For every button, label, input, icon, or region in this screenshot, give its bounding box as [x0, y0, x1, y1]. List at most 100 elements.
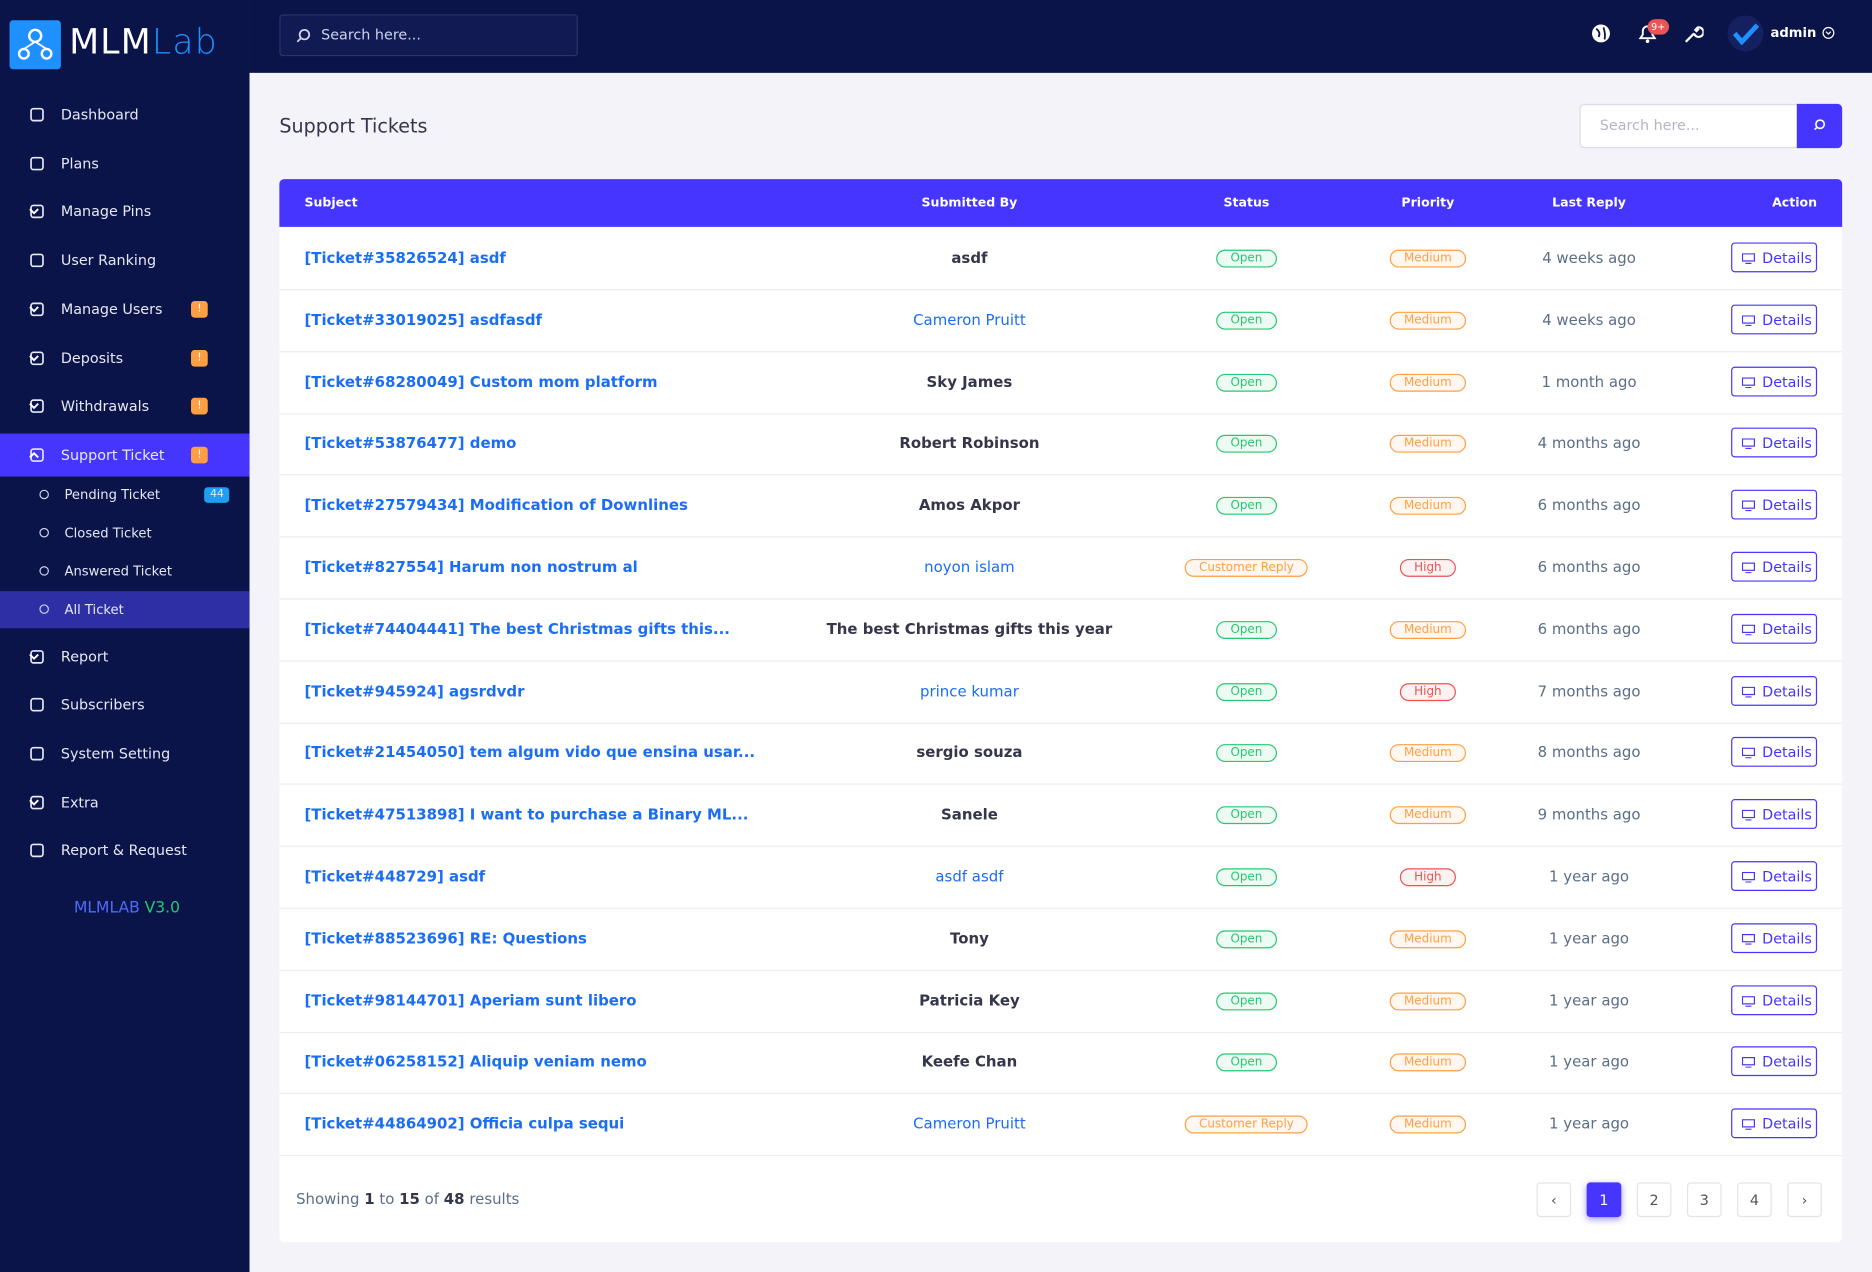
priority-badge: Medium: [1389, 930, 1467, 949]
ticket-subject[interactable]: [Ticket#98144701] Aperiam sunt libero: [304, 990, 637, 1009]
menu-item[interactable]: Subscribers: [0, 684, 250, 727]
page-button[interactable]: 1: [1586, 1182, 1622, 1218]
submenu-item[interactable]: Pending Ticket 44: [0, 476, 250, 513]
submitted-by[interactable]: asdf asdf: [935, 867, 1004, 886]
details-button[interactable]: Details: [1731, 737, 1818, 768]
submitted-by[interactable]: Cameron Pruitt: [913, 1114, 1026, 1133]
status-cell: Open: [1216, 289, 1277, 351]
priority-badge: High: [1399, 682, 1456, 701]
submitted-by[interactable]: prince kumar: [920, 681, 1019, 700]
priority-cell: Medium: [1389, 227, 1467, 289]
details-button[interactable]: Details: [1731, 551, 1818, 582]
status-cell: Open: [1216, 660, 1277, 722]
submenu-badge: 44: [204, 486, 230, 503]
settings-icon[interactable]: [1682, 23, 1704, 44]
menu-item[interactable]: Manage Pins: [0, 190, 250, 233]
menu-item[interactable]: Report & Request: [0, 829, 250, 872]
ticket-subject[interactable]: [Ticket#74404441] The best Christmas gif…: [304, 619, 730, 638]
details-button[interactable]: Details: [1731, 675, 1818, 706]
notification-badge: 9+: [1647, 19, 1669, 35]
menu-item[interactable]: Deposits!: [0, 336, 250, 379]
ticket-row: [Ticket#06258152] Aliquip veniam nemo Kee…: [279, 1031, 1843, 1095]
column-header: Last Reply: [1552, 195, 1626, 211]
ticket-subject[interactable]: [Ticket#47513898] I want to purchase a B…: [304, 805, 749, 824]
details-button[interactable]: Details: [1731, 1046, 1818, 1077]
ticket-subject[interactable]: [Ticket#448729] asdf: [304, 867, 486, 886]
details-button[interactable]: Details: [1731, 242, 1818, 273]
submitted-by: Sanele: [941, 805, 998, 824]
menu-item[interactable]: Report: [0, 635, 250, 678]
menu-item[interactable]: Extra: [0, 781, 250, 824]
menu-label: User Ranking: [60, 252, 157, 269]
submenu-item[interactable]: Closed Ticket: [0, 514, 250, 551]
avatar[interactable]: [1727, 15, 1764, 52]
bullet: [39, 489, 49, 500]
top-search[interactable]: Search here...: [279, 14, 578, 57]
priority-badge: Medium: [1389, 620, 1467, 639]
menu-item[interactable]: Withdrawals!: [0, 385, 250, 428]
submitted-by[interactable]: Cameron Pruitt: [913, 310, 1026, 329]
submenu-item[interactable]: All Ticket: [0, 590, 250, 628]
page-button[interactable]: 3: [1686, 1182, 1722, 1218]
last-reply: 6 months ago: [1537, 619, 1641, 638]
page-button[interactable]: ‹: [1536, 1182, 1572, 1218]
details-button[interactable]: Details: [1731, 613, 1818, 644]
ticket-row: [Ticket#74404441] The best Christmas gif…: [279, 598, 1843, 662]
page-button[interactable]: 4: [1737, 1182, 1772, 1218]
details-button[interactable]: Details: [1731, 489, 1818, 520]
last-reply: 1 year ago: [1549, 990, 1630, 1009]
last-reply: 1 year ago: [1549, 867, 1630, 886]
status-cell: Open: [1216, 722, 1277, 784]
priority-cell: Medium: [1389, 413, 1467, 475]
details-button[interactable]: Details: [1731, 428, 1818, 458]
menu-badge: !: [191, 397, 208, 415]
ticket-subject[interactable]: [Ticket#21454050] tem algum vido que ens…: [304, 743, 756, 762]
details-button[interactable]: Details: [1731, 799, 1818, 830]
status-badge: Open: [1216, 373, 1277, 392]
last-reply: 4 months ago: [1537, 434, 1641, 452]
priority-badge: Medium: [1389, 435, 1467, 454]
ticket-subject[interactable]: [Ticket#827554] Harum non nostrum al: [304, 557, 638, 576]
ticket-subject[interactable]: [Ticket#06258152] Aliquip veniam nemo: [304, 1052, 647, 1071]
details-button[interactable]: Details: [1731, 304, 1818, 335]
page-button[interactable]: ›: [1787, 1182, 1822, 1218]
search-button[interactable]: [1796, 103, 1843, 149]
menu-item[interactable]: Support Ticket!: [0, 433, 250, 477]
ticket-subject[interactable]: [Ticket#945924] agsrdvdr: [304, 681, 525, 700]
ticket-subject[interactable]: [Ticket#27579434] Modification of Downli…: [304, 495, 688, 514]
status-badge: Open: [1216, 868, 1277, 887]
details-button[interactable]: Details: [1731, 366, 1818, 397]
ticket-subject[interactable]: [Ticket#35826524] asdf: [304, 248, 506, 267]
page-search[interactable]: Search here...: [1579, 103, 1798, 149]
menu-item[interactable]: Manage Users!: [0, 288, 250, 331]
submitted-by[interactable]: noyon islam: [924, 557, 1015, 576]
priority-badge: Medium: [1389, 311, 1467, 330]
details-button[interactable]: Details: [1731, 861, 1818, 892]
ticket-subject[interactable]: [Ticket#53876477] demo: [304, 434, 517, 452]
column-header: Priority: [1401, 195, 1455, 211]
page-button[interactable]: 2: [1636, 1182, 1672, 1218]
ticket-subject[interactable]: [Ticket#44864902] Officia culpa sequi: [304, 1114, 625, 1133]
priority-cell: Medium: [1389, 474, 1467, 536]
last-reply: 6 months ago: [1537, 557, 1641, 576]
globe-icon[interactable]: [1590, 23, 1611, 44]
priority-badge: Medium: [1389, 806, 1467, 825]
menu-item[interactable]: System Setting: [0, 732, 250, 775]
ticket-subject[interactable]: [Ticket#68280049] Custom mom platform: [304, 372, 658, 391]
menu-item[interactable]: User Ranking: [0, 239, 250, 282]
menu-item[interactable]: Plans: [0, 142, 250, 185]
ticket-subject[interactable]: [Ticket#33019025] asdfasdf: [304, 310, 543, 329]
submenu-item[interactable]: Answered Ticket: [0, 553, 250, 590]
menu-item[interactable]: Dashboard: [0, 93, 250, 136]
details-button[interactable]: Details: [1731, 1108, 1818, 1139]
submitted-by: Robert Robinson: [899, 434, 1040, 452]
showing-part: 15: [399, 1189, 420, 1208]
status-badge: Customer Reply: [1184, 558, 1309, 577]
user-name[interactable]: admin: [1770, 25, 1817, 41]
details-button[interactable]: Details: [1731, 923, 1818, 953]
menu-label: Report & Request: [60, 842, 187, 860]
ticket-subject[interactable]: [Ticket#88523696] RE: Questions: [304, 928, 587, 947]
ticket-row: [Ticket#44864902] Officia culpa sequi Cam…: [279, 1093, 1843, 1157]
details-button[interactable]: Details: [1731, 984, 1818, 1015]
last-reply: 8 months ago: [1537, 743, 1641, 762]
